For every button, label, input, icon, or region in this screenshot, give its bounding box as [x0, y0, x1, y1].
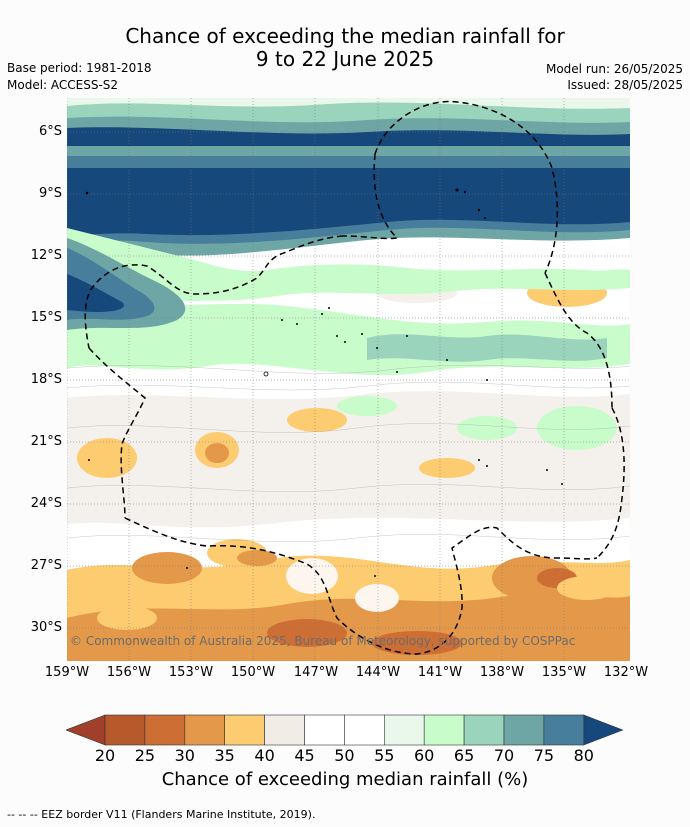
- colorbar: [66, 714, 624, 746]
- colorbar-tick-label: 70: [493, 746, 515, 765]
- colorbar-segment: [104, 714, 146, 746]
- base-period: Base period: 1981-2018: [7, 61, 152, 75]
- lon-label-159w: 159°W: [44, 665, 90, 680]
- lon-label-153w: 153°W: [168, 665, 214, 680]
- colorbar-tick-label: 80: [573, 746, 594, 765]
- lat-label-21s: 21°S: [30, 434, 62, 449]
- lat-label-24s: 24°S: [30, 496, 62, 511]
- colorbar-tick-label: 35: [214, 746, 235, 765]
- colorbar-tick-label: 40: [254, 746, 275, 765]
- colorbar-tick-label: 45: [294, 746, 315, 765]
- colorbar-tick-label: 25: [134, 746, 156, 765]
- colorbar-tick-label: 50: [334, 746, 355, 765]
- colorbar-title: Chance of exceeding median rainfall (%): [161, 769, 529, 790]
- colorbar-tick-label: 20: [94, 746, 116, 765]
- map-title-line2: 9 to 22 June 2025: [255, 47, 435, 71]
- lon-label-135w: 135°W: [541, 665, 587, 680]
- colorbar-tick-label: 30: [174, 746, 195, 765]
- lon-label-150w: 150°W: [230, 665, 276, 680]
- lon-label-144w: 144°W: [355, 665, 401, 680]
- lat-label-30s: 30°S: [30, 620, 62, 635]
- model-run: Model run: 26/05/2025: [545, 62, 683, 76]
- colorbar-tick-label: 65: [453, 746, 475, 765]
- colorbar-tick-label: 60: [414, 746, 435, 765]
- copyright-notice: © Commonwealth of Australia 2025, Bureau…: [70, 634, 576, 648]
- colorbar-segment: [264, 714, 305, 746]
- lat-label-6s: 6°S: [38, 124, 62, 139]
- lat-label-18s: 18°S: [30, 372, 62, 387]
- colorbar-segment: [224, 714, 265, 746]
- model-name: Model: ACCESS-S2: [7, 78, 119, 92]
- lat-label-15s: 15°S: [30, 310, 62, 325]
- colorbar-segment: [304, 714, 345, 746]
- map-canvas: [67, 98, 630, 661]
- lon-label-141w: 141°W: [417, 665, 463, 680]
- rainfall-probability-map: [67, 98, 630, 661]
- lat-label-12s: 12°S: [30, 248, 62, 263]
- map-title-line1: Chance of exceeding the median rainfall …: [125, 24, 565, 48]
- colorbar-lower-extend: [66, 714, 106, 746]
- colorbar-segment: [184, 714, 226, 746]
- lon-label-147w: 147°W: [293, 665, 339, 680]
- lon-label-156w: 156°W: [106, 665, 152, 680]
- eez-legend: -- -- -- EEZ border V11 (Flanders Marine…: [7, 808, 316, 821]
- colorbar-segment: [144, 714, 186, 746]
- colorbar-upper-extend: [583, 714, 624, 746]
- colorbar-tick-label: 75: [533, 746, 555, 765]
- lon-label-138w: 138°W: [479, 665, 525, 680]
- issued-date: Issued: 28/05/2025: [567, 78, 683, 92]
- lon-label-132w: 132°W: [603, 665, 649, 680]
- colorbar-segment: [503, 714, 545, 746]
- lat-label-27s: 27°S: [30, 558, 62, 573]
- colorbar-segment: [423, 714, 465, 746]
- colorbar-segment: [344, 714, 385, 746]
- colorbar-segment: [543, 714, 585, 746]
- lat-label-9s: 9°S: [38, 186, 62, 201]
- colorbar-segment: [463, 714, 505, 746]
- colorbar-tick-label: 55: [374, 746, 395, 765]
- colorbar-segment: [383, 714, 425, 746]
